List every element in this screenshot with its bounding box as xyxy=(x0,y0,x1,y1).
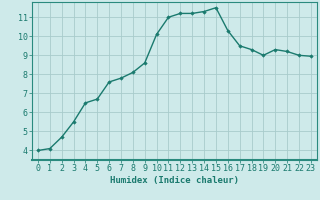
X-axis label: Humidex (Indice chaleur): Humidex (Indice chaleur) xyxy=(110,176,239,185)
